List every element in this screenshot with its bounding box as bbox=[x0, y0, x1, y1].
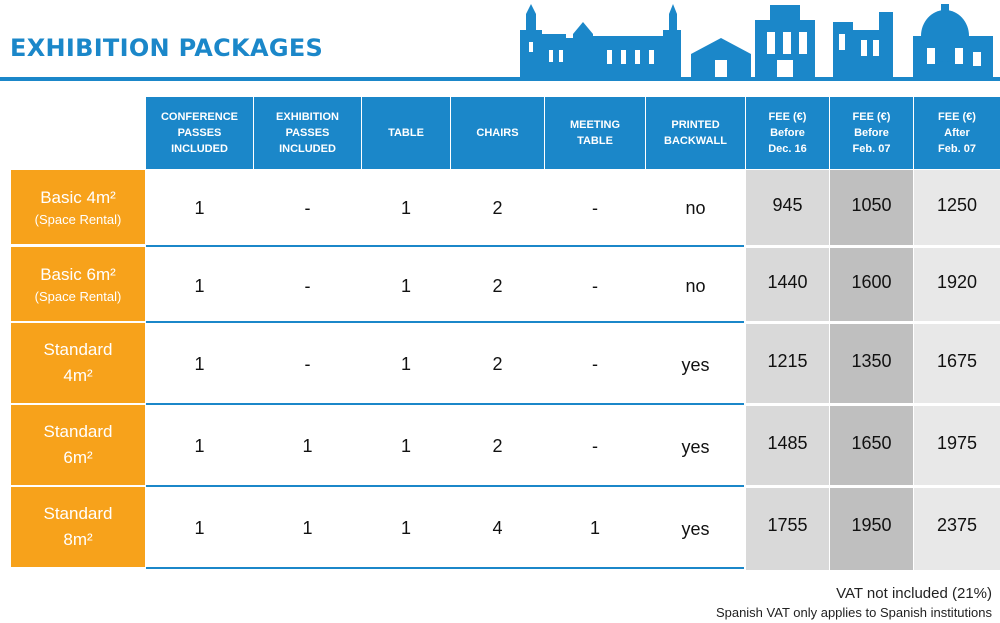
fee-row-divider bbox=[746, 403, 1000, 406]
cell-meeting-table: - bbox=[592, 197, 598, 218]
row-label-standard-4m2: Standard 4m² bbox=[11, 323, 145, 403]
column-header-fee-before-dec: FEE (€) Before Dec. 16 bbox=[746, 97, 829, 169]
cell-printed-backwall: no bbox=[685, 275, 706, 296]
cell-chairs: 2 bbox=[492, 197, 503, 218]
cell-fee-before-feb: 1600 bbox=[851, 271, 892, 292]
cell-fee-before-dec: 1215 bbox=[767, 350, 808, 371]
row-label-main: Basic 4m² bbox=[40, 188, 116, 207]
fee-row-divider bbox=[746, 321, 1000, 324]
row-label-basic-6m2: Basic 6m² (Space Rental) bbox=[11, 247, 145, 321]
cell-exhibition-passes: 1 bbox=[302, 517, 313, 538]
cell-table: 1 bbox=[400, 275, 411, 296]
cell-fee-before-feb: 1050 bbox=[851, 194, 892, 215]
cell-exhibition-passes: - bbox=[304, 275, 311, 296]
column-header-fee-after-feb: FEE (€) After Feb. 07 bbox=[914, 97, 1000, 169]
row-label-basic-4m2: Basic 4m² (Space Rental) bbox=[11, 170, 145, 244]
cell-meeting-table: - bbox=[592, 435, 598, 456]
fee-column-before-feb-bg bbox=[830, 170, 913, 570]
column-header-chairs: CHAIRS bbox=[451, 97, 544, 169]
row-label-main: Standard 8m² bbox=[43, 504, 113, 549]
cell-meeting-table: - bbox=[592, 353, 598, 374]
cell-fee-after-feb: 2375 bbox=[936, 514, 978, 535]
cell-conference-passes: 1 bbox=[194, 517, 205, 538]
column-header-meeting-table: MEETING TABLE bbox=[545, 97, 645, 169]
cell-exhibition-passes: 1 bbox=[302, 435, 313, 456]
cell-exhibition-passes: - bbox=[304, 197, 311, 218]
fee-column-after-feb-bg bbox=[914, 170, 1000, 570]
column-header-table: TABLE bbox=[362, 97, 450, 169]
header-rule bbox=[0, 77, 1000, 81]
spanish-vat-note: Spanish VAT only applies to Spanish inst… bbox=[715, 605, 992, 620]
cell-fee-after-feb: 1975 bbox=[936, 432, 978, 453]
row-divider bbox=[146, 567, 744, 569]
row-divider bbox=[146, 485, 744, 487]
cell-exhibition-passes: - bbox=[304, 353, 311, 374]
row-label-main: Basic 6m² bbox=[40, 265, 116, 284]
fee-column-before-dec-bg bbox=[746, 170, 829, 570]
cell-fee-before-feb: 1350 bbox=[851, 350, 892, 371]
page-title: EXHIBITION PACKAGES bbox=[10, 34, 324, 62]
cell-conference-passes: 1 bbox=[194, 197, 205, 218]
city-skyline-illustration bbox=[520, 4, 993, 80]
fee-row-divider bbox=[746, 485, 1000, 488]
cell-fee-before-dec: 1440 bbox=[767, 271, 808, 292]
row-divider bbox=[146, 245, 744, 247]
cell-printed-backwall: yes bbox=[681, 354, 710, 375]
column-header-exhibition-passes: EXHIBITION PASSES INCLUDED bbox=[254, 97, 361, 169]
row-label-sub: (Space Rental) bbox=[34, 212, 122, 227]
cell-table: 1 bbox=[400, 197, 411, 218]
cell-fee-after-feb: 1675 bbox=[936, 350, 978, 371]
cell-meeting-table: - bbox=[592, 275, 598, 296]
cell-fee-before-feb: 1650 bbox=[851, 432, 892, 453]
vat-note: VAT not included (21%) bbox=[836, 585, 992, 602]
cell-fee-after-feb: 1250 bbox=[936, 194, 978, 215]
cell-conference-passes: 1 bbox=[194, 275, 205, 296]
cell-fee-after-feb: 1920 bbox=[936, 271, 978, 292]
cell-conference-passes: 1 bbox=[194, 435, 205, 456]
row-label-main: Standard 4m² bbox=[43, 340, 113, 385]
cell-table: 1 bbox=[400, 517, 411, 538]
cell-chairs: 2 bbox=[492, 353, 503, 374]
column-header-printed-backwall: PRINTED BACKWALL bbox=[646, 97, 745, 169]
cell-meeting-table: 1 bbox=[589, 517, 600, 538]
cell-printed-backwall: yes bbox=[681, 436, 710, 457]
cell-conference-passes: 1 bbox=[194, 353, 205, 374]
cell-fee-before-feb: 1950 bbox=[851, 514, 892, 535]
cell-fee-before-dec: 945 bbox=[772, 194, 803, 215]
row-label-sub: (Space Rental) bbox=[34, 289, 122, 304]
cell-fee-before-dec: 1485 bbox=[767, 432, 808, 453]
cell-printed-backwall: yes bbox=[681, 518, 710, 539]
cell-chairs: 2 bbox=[492, 435, 503, 456]
row-divider bbox=[146, 321, 744, 323]
row-label-standard-8m2: Standard 8m² bbox=[11, 487, 145, 567]
column-header-conference-passes: CONFERENCE PASSES INCLUDED bbox=[146, 97, 253, 169]
cell-table: 1 bbox=[400, 435, 411, 456]
column-header-fee-before-feb: FEE (€) Before Feb. 07 bbox=[830, 97, 913, 169]
cell-printed-backwall: no bbox=[685, 197, 706, 218]
row-divider bbox=[146, 403, 744, 405]
row-label-standard-6m2: Standard 6m² bbox=[11, 405, 145, 485]
cell-chairs: 2 bbox=[492, 275, 503, 296]
cell-table: 1 bbox=[400, 353, 411, 374]
row-label-main: Standard 6m² bbox=[43, 422, 113, 467]
cell-chairs: 4 bbox=[492, 517, 503, 538]
fee-row-divider bbox=[746, 245, 1000, 248]
cell-fee-before-dec: 1755 bbox=[767, 514, 808, 535]
